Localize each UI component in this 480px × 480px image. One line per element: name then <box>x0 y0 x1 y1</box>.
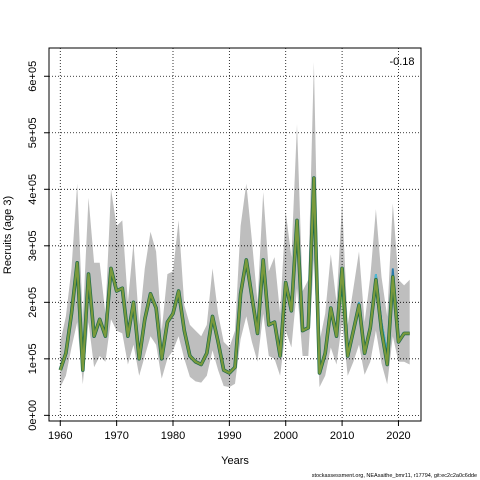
y-axis: 0e+00 1e+05 2e+05 3e+05 4e+05 5e+05 6e+05 <box>27 61 49 431</box>
y-tick-label: 0e+00 <box>27 400 39 431</box>
x-tick-label: 1980 <box>161 430 185 442</box>
confidence-band-area <box>60 62 410 388</box>
y-tick-label: 4e+05 <box>27 174 39 205</box>
x-tick-label: 1990 <box>217 430 241 442</box>
y-tick-label: 3e+05 <box>27 230 39 261</box>
y-tick-label: 6e+05 <box>27 61 39 92</box>
x-tick-label: 2010 <box>330 430 354 442</box>
x-tick-label: 1970 <box>104 430 128 442</box>
estimate-line-group <box>58 176 410 375</box>
y-axis-title: Recruits (age 3) <box>2 196 14 274</box>
x-axis: 1960 1970 1980 1990 2000 2010 2020 <box>48 421 411 442</box>
confidence-band <box>60 62 410 388</box>
y-tick-label: 2e+05 <box>27 287 39 318</box>
y-tick-label: 5e+05 <box>27 117 39 148</box>
x-tick-label: 2020 <box>386 430 410 442</box>
y-tick-label: 1e+05 <box>27 343 39 374</box>
estimate-line <box>59 176 410 375</box>
plot-frame <box>48 47 422 422</box>
rho-annotation: -0.18 <box>389 56 414 68</box>
footnote-text: stockassessment.org, NEAsaithe_bmr11, r1… <box>312 473 477 479</box>
x-tick-label: 1960 <box>48 430 72 442</box>
x-tick-label: 2000 <box>273 430 297 442</box>
x-axis-title: Years <box>221 455 249 467</box>
